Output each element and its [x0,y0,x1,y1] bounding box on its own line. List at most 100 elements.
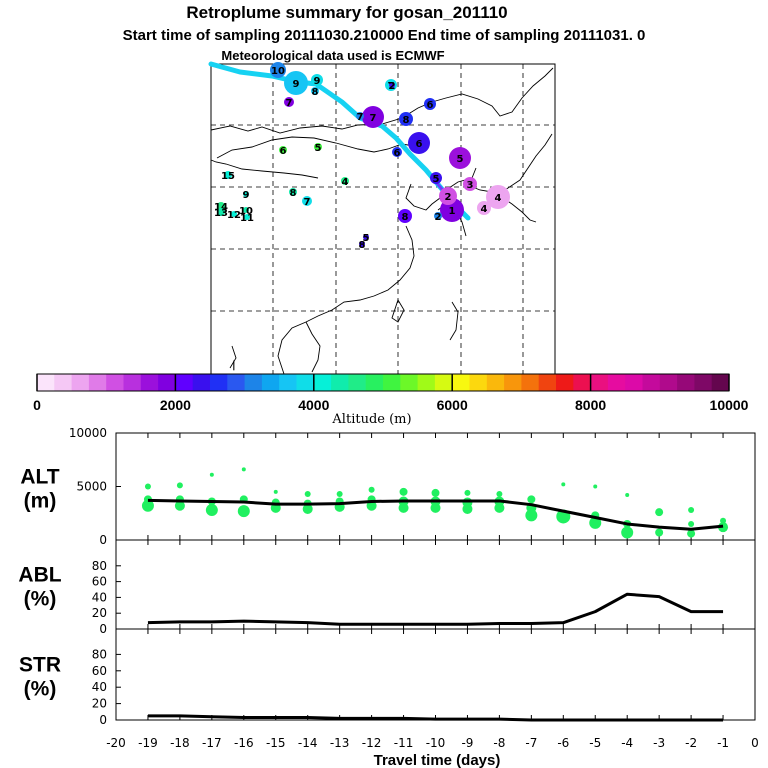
colorbar-tick-label: 8000 [575,397,606,413]
altitude-point [621,526,634,539]
trajectory-marker-label: 8 [312,87,319,98]
y-tick-label: 60 [92,575,107,589]
x-tick-label: -15 [266,736,286,750]
colorbar-swatch [365,374,384,391]
trajectory-marker [231,211,237,217]
altitude-point [431,488,440,497]
trajectory-marker [341,177,349,185]
trajectory-marker [434,212,442,220]
altitude-point [273,489,278,494]
altitude-point [302,503,313,514]
panel-ylabel: STR [19,654,61,677]
colorbar-swatch [452,374,470,391]
x-tick-label: -3 [653,736,665,750]
trajectory-marker-label: 8 [402,212,409,223]
colorbar-swatch [625,374,643,391]
trajectory-marker [243,207,249,213]
map-minor-text: | [232,360,236,371]
panel-alt: 0 5000 10000 ALT(m) [20,426,756,547]
altitude-point [366,500,377,511]
trajectory-marker-label: 8 [403,115,410,126]
trajectory-marker [284,97,294,107]
trajectory-marker-label: 2 [435,212,442,223]
trajectory-marker-label: 13 [214,208,228,219]
colorbar-swatch [694,374,713,391]
colorbar-tick-label: 10000 [710,397,749,413]
colorbar-swatch [261,374,280,391]
trajectory-marker-label: 2 [389,81,396,92]
altitude-point [655,508,664,517]
trajectory-marker [362,106,384,128]
map-coastlines [210,67,554,375]
x-tick-label: -7 [525,736,537,750]
colorbar-swatch [400,374,419,391]
mean-line-str [147,714,724,722]
x-tick-label: -17 [202,736,222,750]
colorbar-swatch [556,374,574,391]
mean-line-abl [147,592,724,626]
colorbar-tick-label: 4000 [298,397,329,413]
colorbar-swatch [296,374,315,391]
trajectory-marker [398,209,412,223]
trajectory-marker-label: 2 [445,192,452,203]
altitude-point [174,500,185,511]
altitude-point [688,520,695,527]
x-tick-label: -9 [461,736,473,750]
colorbar-swatch [279,374,297,391]
altitude-point [399,487,408,496]
trajectory-marker-label: 11 [240,213,254,224]
map-markers: 1234567891045677987286541598714131210116… [214,62,510,251]
altitude-point [141,499,154,512]
x-tick-label: -10 [426,736,446,750]
trajectory-marker-label: 15 [221,171,235,182]
y-tick-label: 40 [92,680,107,694]
x-tick-label: -2 [685,736,697,750]
colorbar-swatch [158,374,176,391]
trajectory-marker [224,171,232,179]
colorbar-swatch [71,374,90,391]
y-tick-label: 0 [99,622,107,636]
trajectory-marker-label: 3 [467,180,474,191]
altitude-point [241,467,246,472]
altitude-colorbar: 0 2000 4000 6000 8000 10000 [33,373,749,413]
trajectory-marker [477,201,491,215]
altitude-point [304,490,311,497]
trajectory-marker-label: 7 [304,197,311,208]
trajectory-marker [311,87,319,95]
trajectory-marker-label: 10 [239,206,253,217]
colorbar-swatch [538,374,557,391]
panel-frame [115,432,756,541]
panel-ylabel: ALT [20,466,59,489]
trajectory-marker [289,188,297,196]
trajectory-marker-label: 5 [457,154,464,165]
trajectory-marker [430,172,442,184]
x-tick-label: -13 [330,736,350,750]
map-frame [210,63,556,375]
trajectory-marker [439,187,457,205]
trajectory-marker-label: 4 [342,177,349,188]
trajectory-marker [244,214,250,220]
trajectory-marker [356,112,364,120]
altitude-point [237,505,250,518]
altitude-point [176,482,183,489]
y-tick-label: 40 [92,590,107,604]
colorbar-swatch [659,374,678,391]
colorbar-swatch [677,374,695,391]
trajectory-marker [389,82,395,88]
trajectory-marker-label: 6 [416,139,423,150]
altitude-point [655,528,664,537]
colorbar-swatch [54,374,73,391]
chart-title: Retroplume summary for gosan_201110 [186,3,507,22]
trajectory-marker [359,241,365,247]
altitude-point [496,490,503,497]
x-tick-label: -11 [394,736,414,750]
trajectory-marker-label: 5 [363,233,370,244]
x-tick-label: -16 [234,736,254,750]
colorbar-swatch [711,374,730,391]
trajectory-marker-label: 4 [495,193,502,204]
altitude-point [368,486,375,493]
trajectory-marker [449,147,471,169]
colorbar-swatch [434,374,453,391]
trajectory-marker-label: 6 [427,100,434,111]
y-tick-label: 0 [99,533,107,547]
